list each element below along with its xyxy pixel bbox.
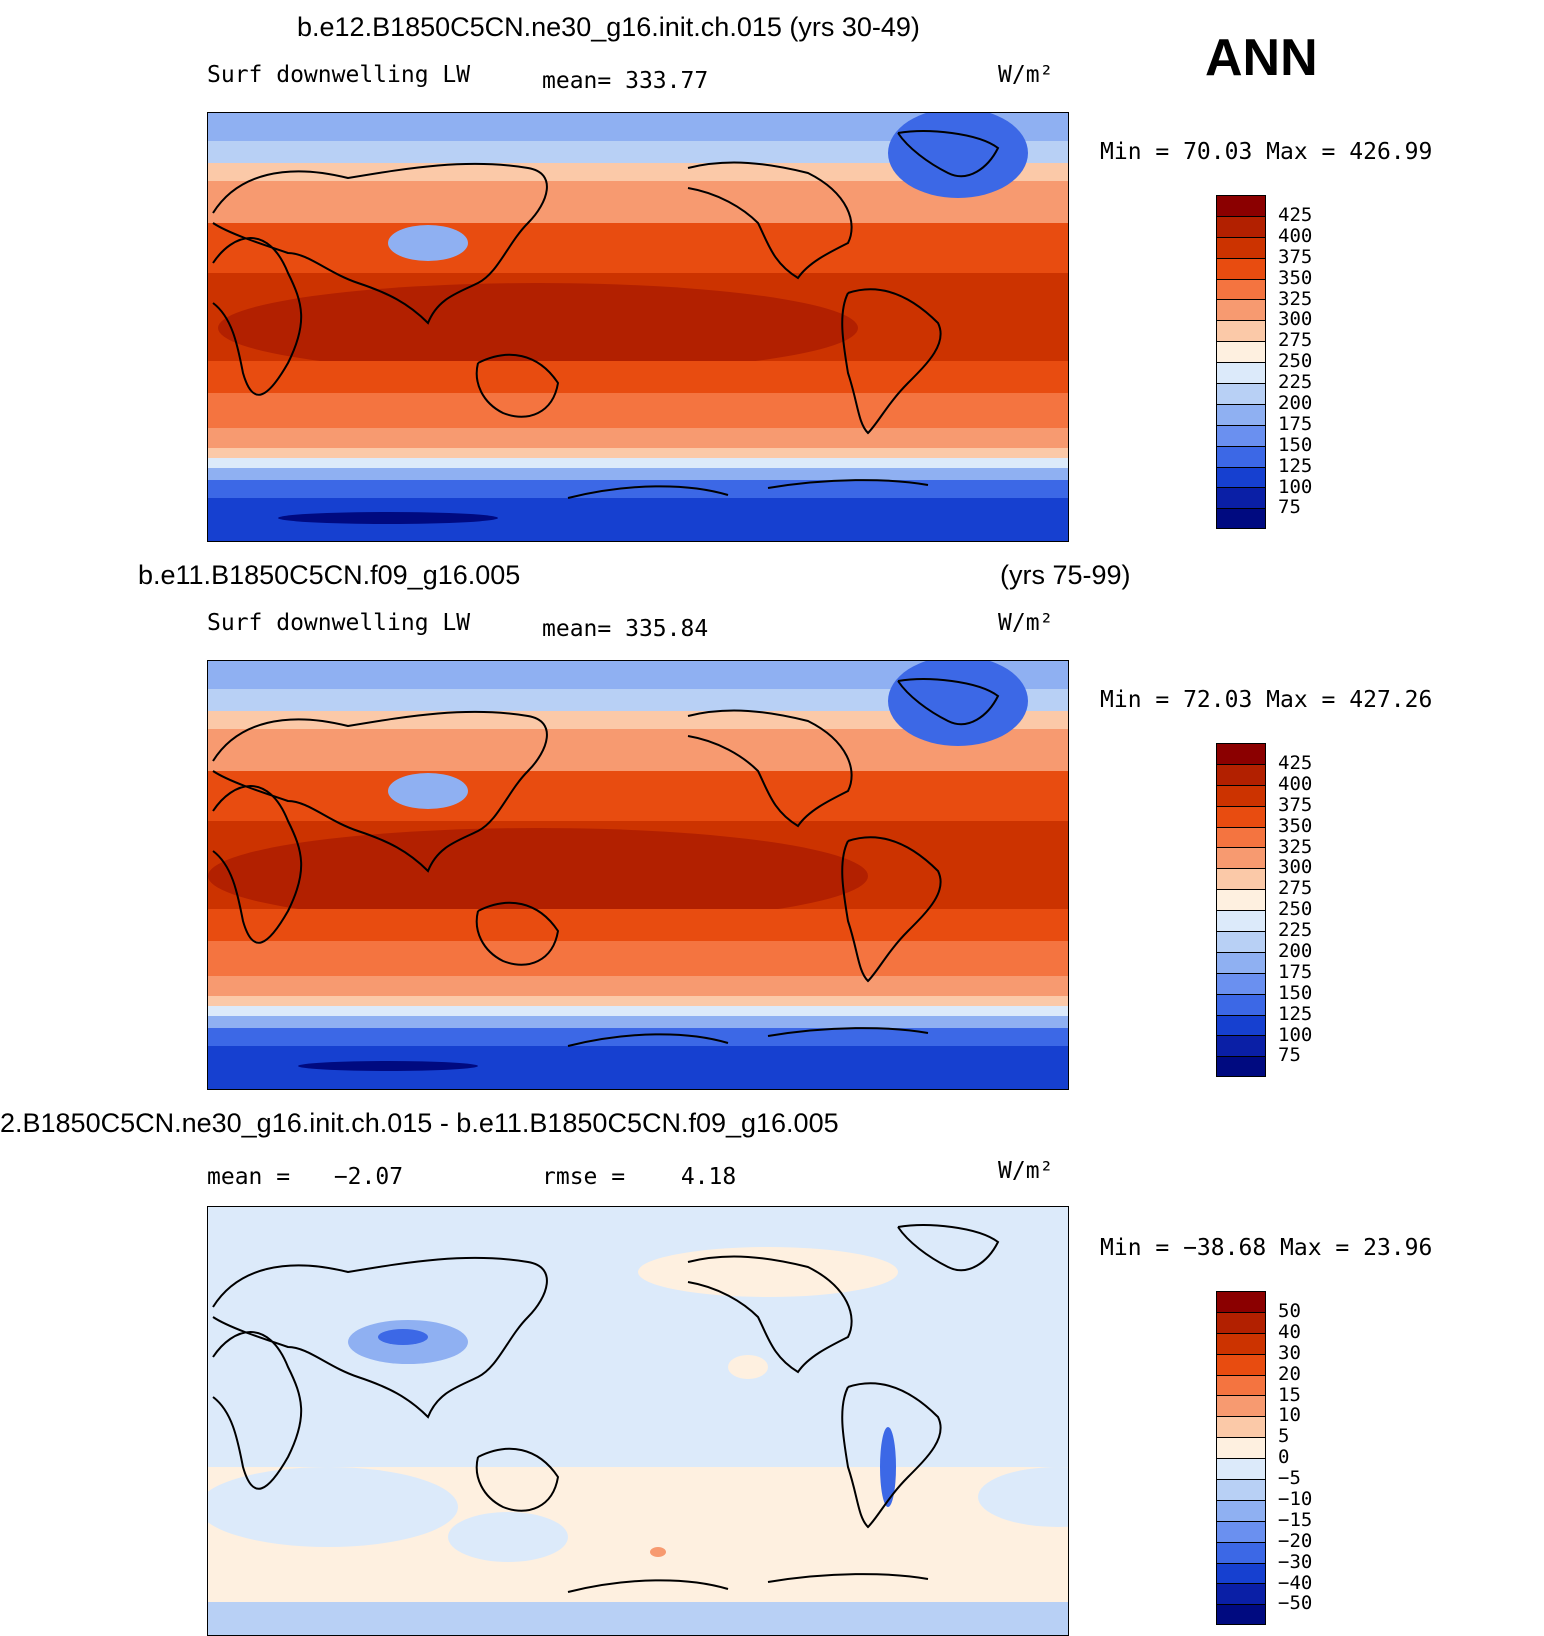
panel2-title: b.e11.B1850C5CN.f09_g16.005 (138, 560, 521, 590)
colorbar-tick-label: 75 (1278, 1044, 1301, 1067)
colorbar-tick-label: 275 (1278, 877, 1313, 900)
panel1-colorbar-labels: 425 400 375 350 325 300 275 250 225 200 … (1278, 205, 1312, 518)
colorbar-tick-label: 40 (1278, 1320, 1301, 1343)
colorbar-tick-label: 200 (1278, 392, 1313, 415)
colorbar-tick-label: 275 (1278, 329, 1313, 352)
panel2-colorbar (1216, 743, 1266, 1078)
panel3-mean-label: mean = (207, 1164, 291, 1190)
colorbar-tick-label: 325 (1278, 835, 1313, 858)
colorbar-tick-label: 225 (1278, 371, 1313, 394)
panel2-variable-label: Surf downwelling LW (207, 610, 471, 636)
colorbar-tick-label: 30 (1278, 1341, 1301, 1364)
colorbar-tick-label: 175 (1278, 960, 1313, 983)
panel3-title: 2.B1850C5CN.ne30_g16.init.ch.015 - b.e11… (0, 1108, 839, 1138)
colorbar-tick-label: 425 (1278, 752, 1313, 774)
panel3-map (207, 1206, 1069, 1636)
panel2-mean-label: mean= (542, 616, 612, 642)
panel3-mean: mean = −2.07 (207, 1164, 403, 1190)
panel3-mean-value: −2.07 (333, 1164, 404, 1190)
panel3-rmse: rmse = 4.18 (542, 1164, 736, 1190)
colorbar-tick-label: −50 (1278, 1592, 1313, 1615)
season-label: ANN (1205, 29, 1318, 87)
panel1-mean: mean= 333.77 (542, 68, 708, 94)
panel3-rmse-label: rmse = (542, 1164, 626, 1190)
panel1-units: W/m² (998, 62, 1054, 88)
colorbar-tick-label: 300 (1278, 856, 1313, 879)
colorbar-tick-label: 300 (1278, 308, 1313, 331)
colorbar-tick-label: 0 (1278, 1446, 1290, 1469)
panel3-minmax: Min = −38.68 Max = 23.96 (1100, 1235, 1433, 1261)
panel3-colorbar (1216, 1291, 1266, 1626)
colorbar-tick-label: −15 (1278, 1508, 1313, 1531)
colorbar-tick-label: 15 (1278, 1383, 1301, 1406)
panel1-minmax: Min = 70.03 Max = 426.99 (1100, 139, 1433, 165)
colorbar-tick-label: 225 (1278, 919, 1313, 942)
colorbar-tick-label: 125 (1278, 454, 1313, 477)
colorbar-tick-label: 100 (1278, 475, 1313, 498)
colorbar-tick-label: 250 (1278, 898, 1313, 921)
colorbar-tick-label: 400 (1278, 772, 1313, 795)
panel1-variable-label: Surf downwelling LW (207, 62, 471, 88)
panel2-mean: mean= 335.84 (542, 616, 708, 642)
panel2-colorbar-labels: 425 400 375 350 325 300 275 250 225 200 … (1278, 753, 1312, 1066)
panel3-rmse-value: 4.18 (680, 1164, 737, 1190)
colorbar-tick-label: 75 (1278, 496, 1301, 519)
panel1-colorbar (1216, 195, 1266, 530)
panel1-mean-value: 333.77 (625, 68, 709, 94)
colorbar-tick-label: 375 (1278, 793, 1313, 816)
colorbar-tick-label: 150 (1278, 433, 1313, 456)
colorbar-tick-label: 200 (1278, 940, 1313, 963)
colorbar-tick-label: 350 (1278, 814, 1313, 837)
panel1-mean-label: mean= (542, 68, 612, 94)
colorbar-tick-label: 100 (1278, 1023, 1313, 1046)
colorbar-tick-label: −10 (1278, 1488, 1313, 1511)
panel2-minmax: Min = 72.03 Max = 427.26 (1100, 687, 1433, 713)
colorbar-tick-label: 325 (1278, 287, 1313, 310)
colorbar-tick-label: 150 (1278, 981, 1313, 1004)
panel2-mean-value: 335.84 (625, 616, 709, 642)
panel3-units: W/m² (998, 1158, 1054, 1184)
panel3-colorbar-labels: 50 40 30 20 15 10 5 0 −5 −10 −15 −20 −30… (1278, 1301, 1312, 1614)
colorbar-tick-label: 350 (1278, 266, 1313, 289)
colorbar-tick-label: 250 (1278, 350, 1313, 373)
colorbar-tick-label: 20 (1278, 1362, 1301, 1385)
colorbar-tick-label: 425 (1278, 204, 1313, 226)
panel2-map (207, 660, 1069, 1090)
colorbar-tick-label: −5 (1278, 1467, 1301, 1490)
colorbar-tick-label: 375 (1278, 245, 1313, 268)
colorbar-tick-label: −30 (1278, 1550, 1313, 1573)
panel1-title: b.e12.B1850C5CN.ne30_g16.init.ch.015 (yr… (297, 12, 920, 42)
colorbar-tick-label: −20 (1278, 1529, 1313, 1552)
colorbar-tick-label: −40 (1278, 1571, 1313, 1594)
colorbar-tick-label: 125 (1278, 1002, 1313, 1025)
colorbar-tick-label: 5 (1278, 1425, 1290, 1448)
panel2-years: (yrs 75-99) (1000, 560, 1131, 590)
panel1-map (207, 112, 1069, 542)
colorbar-tick-label: 175 (1278, 412, 1313, 435)
colorbar-tick-label: 10 (1278, 1404, 1301, 1427)
colorbar-tick-label: 400 (1278, 224, 1313, 247)
panel2-units: W/m² (998, 610, 1054, 636)
colorbar-tick-label: 50 (1278, 1300, 1301, 1322)
